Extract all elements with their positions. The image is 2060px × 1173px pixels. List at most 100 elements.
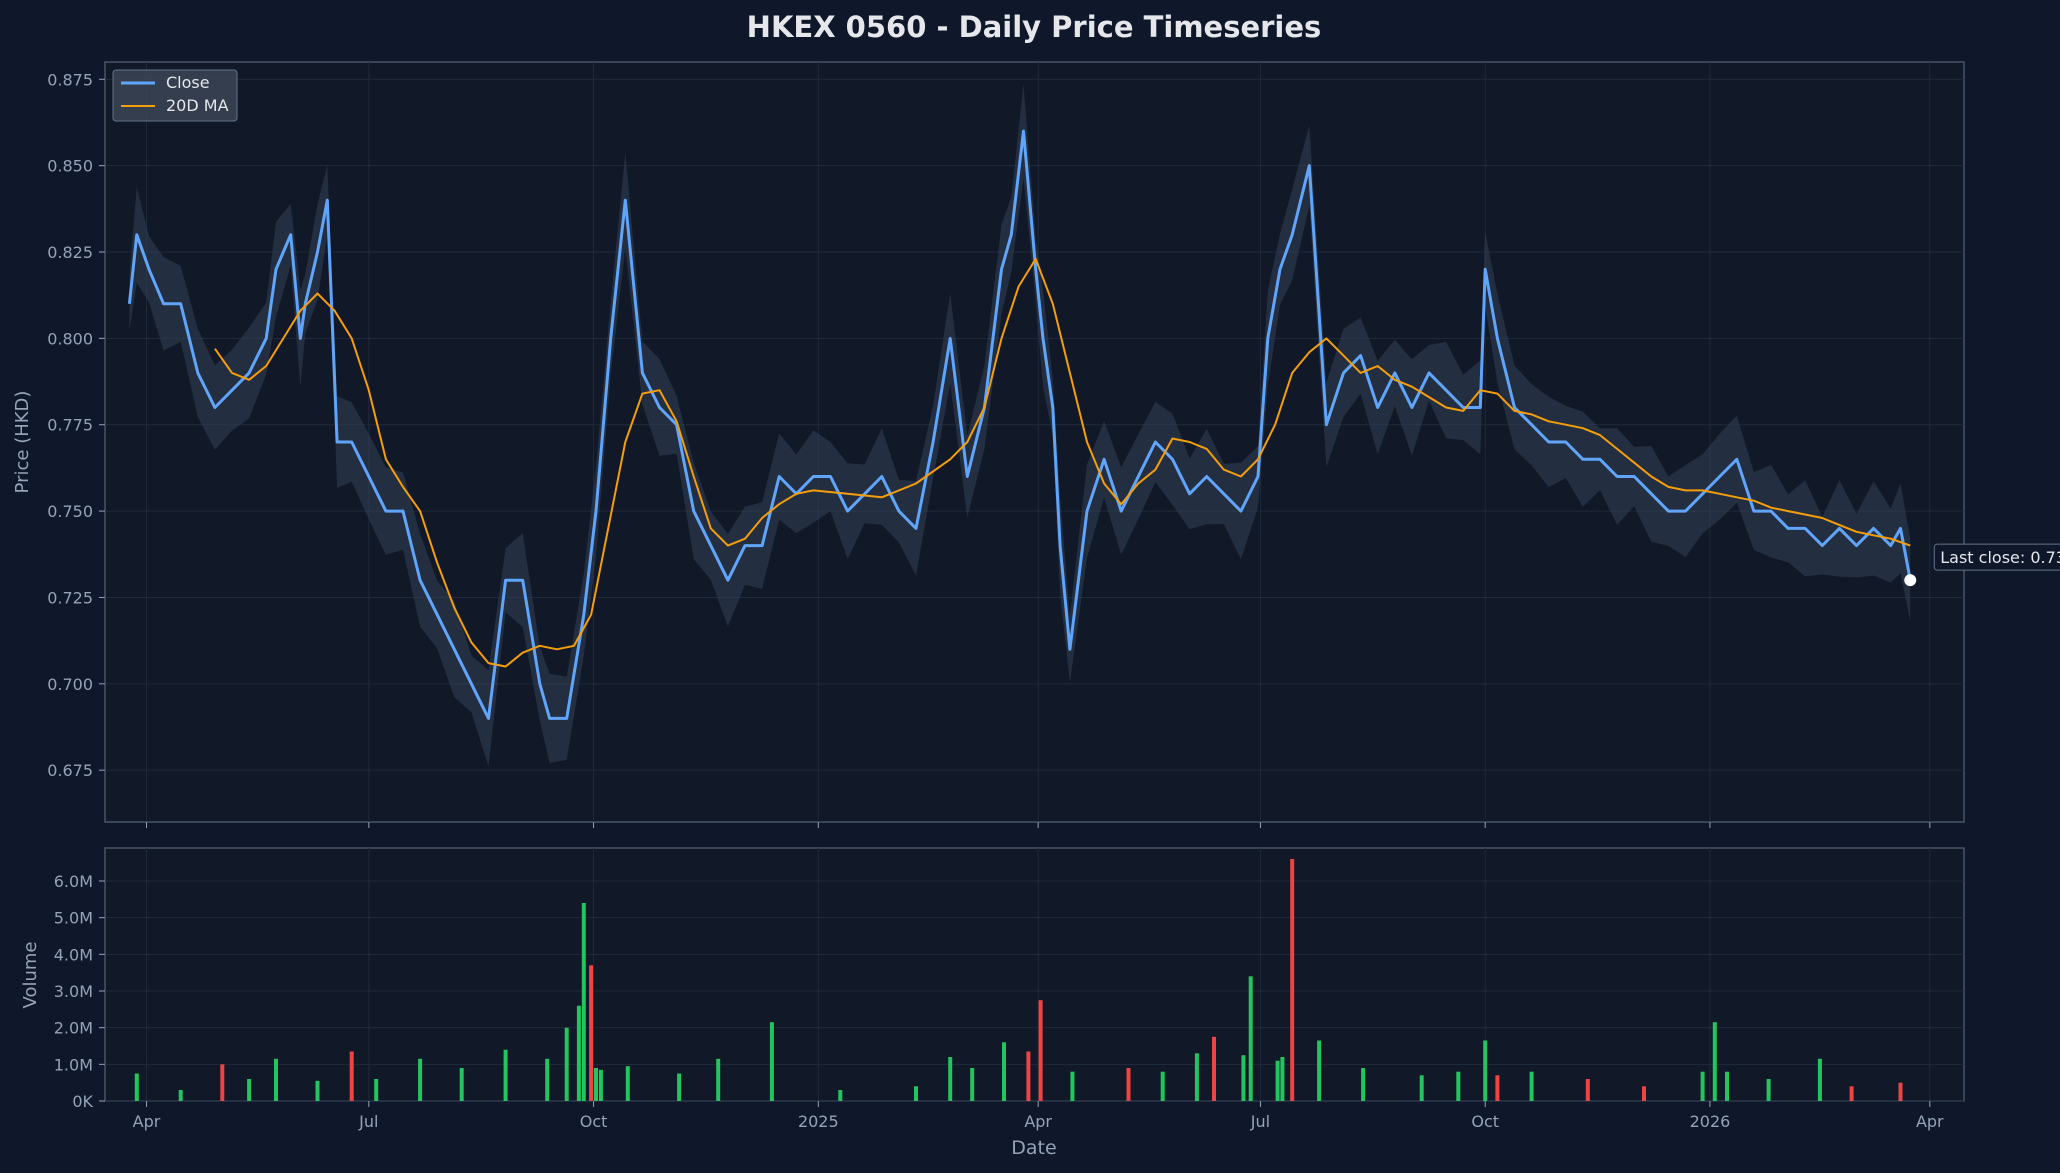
volume-tick-label: 0K: [72, 1092, 93, 1111]
price-axis-label: Price (HKD): [12, 391, 33, 494]
chart-title: HKEX 0560 - Daily Price Timeseries: [747, 10, 1322, 44]
price-tick-label: 0.850: [47, 157, 93, 176]
volume-bar: [1700, 1071, 1705, 1101]
volume-bar: [1585, 1079, 1590, 1101]
volume-bar: [1194, 1053, 1199, 1101]
x-tick-label: 2026: [1690, 1112, 1731, 1131]
volume-tick-label: 1.0M: [54, 1055, 93, 1074]
x-axis-label: Date: [1011, 1137, 1056, 1159]
volume-bar: [1241, 1055, 1246, 1101]
x-tick-label: 2025: [798, 1112, 839, 1131]
moving-average-line: [214, 257, 1911, 668]
volume-bar: [1419, 1075, 1424, 1101]
volume-bar: [1361, 1068, 1366, 1101]
volume-bar: [1026, 1051, 1031, 1101]
volume-bar: [349, 1051, 354, 1101]
volume-bar: [374, 1079, 379, 1101]
volume-bar: [1248, 976, 1253, 1101]
last-close-label: Last close: 0.730: [1940, 548, 2060, 567]
volume-tick-label: 2.0M: [54, 1019, 93, 1038]
close-price-line: [127, 129, 1912, 720]
volume-bar: [594, 1068, 598, 1101]
price-range-band-area: [129, 84, 1911, 767]
volume-tick-label: 3.0M: [54, 982, 93, 1001]
volume-bar: [1126, 1068, 1131, 1101]
volume-bar: [1766, 1079, 1771, 1101]
price-y-ticks: 0.675 0.700 0.725 0.750 0.775 0.800 0.825 0.850…: [47, 70, 105, 780]
volume-grid: [105, 848, 1964, 1102]
volume-bar: [1280, 1057, 1285, 1101]
price-tick-label: 0.675: [47, 761, 93, 780]
volume-bar: [838, 1090, 843, 1101]
volume-bar: [315, 1080, 320, 1101]
volume-bar: [1456, 1071, 1461, 1101]
x-tick-label: Apr: [1024, 1112, 1052, 1131]
volume-bar: [247, 1079, 252, 1101]
volume-bar: [459, 1068, 464, 1101]
volume-bar: [576, 1005, 581, 1101]
price-lines: [127, 129, 1912, 720]
volume-bar: [677, 1073, 682, 1101]
last-close-box: [1933, 543, 2060, 571]
volume-bar: [1898, 1082, 1903, 1101]
volume-bar: [716, 1058, 721, 1101]
price-panel: [104, 61, 1965, 823]
volume-x-ticks: Apr Jul Oct 2025 Apr Jul Oct 2026 Apr: [133, 1101, 1944, 1131]
volume-bar: [418, 1058, 423, 1101]
price-tick-label: 0.825: [47, 243, 93, 262]
legend-label-close: Close: [166, 73, 210, 92]
volume-bar: [1317, 1040, 1322, 1101]
volume-bar: [970, 1068, 975, 1101]
x-tick-label: Oct: [580, 1112, 608, 1131]
volume-bar: [1849, 1086, 1854, 1101]
volume-y-ticks: 0K 1.0M 2.0M 3.0M 4.0M 5.0M 6.0M: [54, 872, 105, 1111]
x-tick-label: Apr: [1916, 1112, 1944, 1131]
volume-bar: [1817, 1058, 1822, 1101]
price-tick-label: 0.775: [47, 416, 93, 435]
volume-bar: [589, 965, 594, 1101]
price-tick-label: 0.725: [47, 588, 93, 607]
x-tick-label: Apr: [133, 1112, 161, 1131]
volume-bar: [545, 1058, 550, 1101]
volume-bar: [178, 1090, 183, 1101]
volume-panel: [104, 847, 1965, 1102]
volume-bar: [274, 1058, 278, 1101]
x-tick-label: Jul: [1250, 1112, 1270, 1131]
volume-bars: [134, 859, 1903, 1101]
volume-bar: [1529, 1071, 1534, 1101]
volume-bar: [948, 1057, 953, 1101]
volume-bar: [769, 1022, 774, 1101]
price-x-ticks: [146, 822, 1931, 828]
volume-bar: [1712, 1022, 1717, 1101]
volume-tick-label: 5.0M: [54, 909, 93, 928]
legend: Close 20D MA: [112, 69, 238, 122]
volume-bar: [1070, 1071, 1075, 1101]
volume-bar: [503, 1049, 508, 1101]
volume-bar: [1038, 1000, 1043, 1101]
volume-bar: [220, 1064, 225, 1101]
volume-bar: [1002, 1042, 1006, 1101]
volume-tick-label: 6.0M: [54, 872, 93, 891]
legend-label-ma: 20D MA: [166, 96, 229, 115]
volume-bar: [1160, 1071, 1165, 1101]
volume-bar: [1275, 1060, 1280, 1101]
volume-bar: [914, 1086, 918, 1101]
volume-bar: [1495, 1075, 1500, 1101]
x-tick-label: Oct: [1471, 1112, 1499, 1131]
volume-axis-label: Volume: [20, 942, 41, 1009]
volume-tick-label: 4.0M: [54, 945, 93, 964]
last-close-annotation: Last close: 0.730: [1904, 543, 2060, 587]
volume-bar: [1212, 1036, 1216, 1101]
volume-bar: [1642, 1086, 1646, 1101]
volume-bar: [134, 1073, 139, 1101]
price-tick-label: 0.750: [47, 502, 93, 521]
price-tick-label: 0.875: [47, 70, 93, 89]
volume-bar: [1290, 859, 1295, 1101]
x-tick-label: Jul: [358, 1112, 378, 1131]
price-tick-label: 0.700: [47, 675, 93, 694]
price-tick-label: 0.800: [47, 329, 93, 348]
volume-bar: [1725, 1071, 1729, 1101]
price-range-band: [129, 84, 1911, 767]
last-close-marker: [1904, 574, 1917, 587]
